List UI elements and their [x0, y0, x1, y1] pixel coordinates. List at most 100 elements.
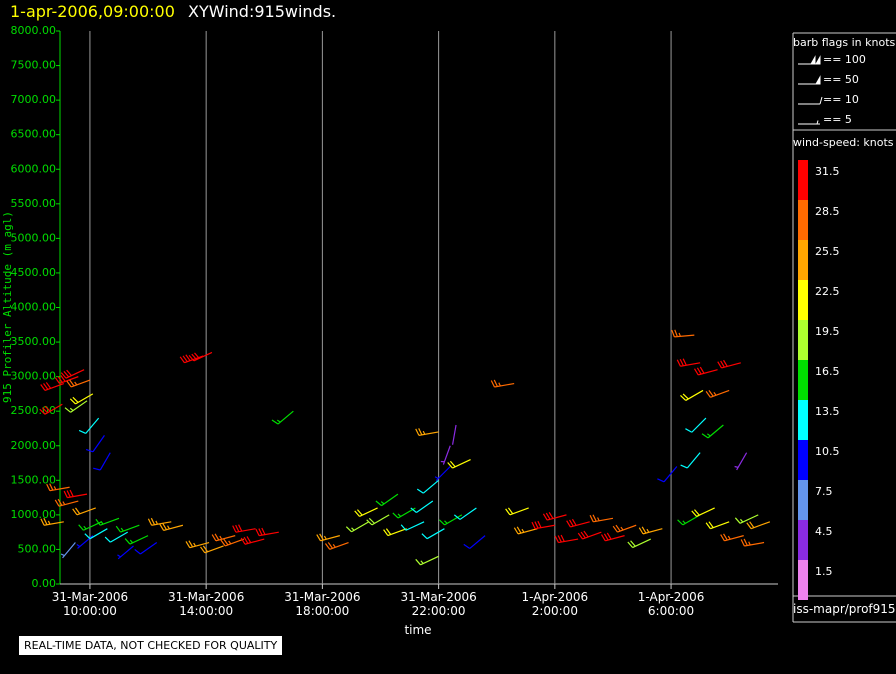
wind-barb [85, 435, 105, 453]
y-tick-label: 7000.00 [11, 93, 57, 106]
y-tick-label: 5000.00 [11, 231, 57, 244]
wind-barb [383, 528, 407, 537]
wind-barb [447, 459, 471, 469]
wind-barb [720, 533, 744, 542]
y-tick-label: 6500.00 [11, 128, 57, 141]
wind-barb [671, 329, 695, 338]
y-tick-label: 0.00 [32, 577, 57, 590]
notice: REAL-TIME DATA, NOT CHECKED FOR QUALITY [19, 636, 283, 655]
wind-barb [366, 514, 390, 526]
wind-barb [531, 520, 555, 530]
x-tick-label: 31-Mar-2006 10:00:00 [51, 590, 129, 618]
colorbar-swatch [798, 360, 808, 400]
x-tick-label: 1-Apr-2006 2:00:00 [521, 590, 589, 618]
wind-barb [232, 524, 256, 533]
colorbar-label: 22.5 [815, 285, 840, 298]
wind-barb [188, 351, 213, 362]
wind-barb [601, 532, 625, 542]
wind-barb [638, 526, 663, 535]
wind-barb [410, 500, 434, 514]
y-tick-label: 6000.00 [11, 162, 57, 175]
wind-barb [134, 542, 158, 555]
colorbar-swatch [798, 160, 808, 200]
colorbar-label: 19.5 [815, 325, 840, 338]
colorbar-title: wind-speed: knots [793, 136, 894, 149]
wind-barb [513, 526, 538, 535]
wind-barb [693, 366, 718, 376]
wind-barb [40, 382, 64, 391]
colorbar-label: 13.5 [815, 405, 840, 418]
wind-barb [434, 466, 451, 482]
y-axis-label: 915 Profiler Altitude (m agl) [1, 211, 14, 403]
wind-barb [627, 538, 651, 549]
wind-barb [78, 417, 100, 434]
wind-barb [54, 375, 79, 385]
wind-barb [69, 393, 94, 405]
wind-barb [117, 545, 134, 560]
wind-barb [375, 493, 399, 507]
colorbar-label: 1.5 [815, 565, 833, 578]
wind-barb [705, 389, 730, 398]
x-tick-label: 31-Mar-2006 22:00:00 [400, 590, 477, 618]
colorbar-swatch [798, 440, 808, 480]
legend-label: == 100 [823, 53, 866, 66]
wind-barb [54, 498, 79, 507]
wind-barb [64, 400, 88, 413]
legend-title: barb flags in knots [793, 36, 896, 49]
title: 1-apr-2006,09:00:00 [10, 2, 175, 21]
y-tick-label: 1500.00 [11, 473, 57, 486]
wind-barb [705, 521, 730, 530]
wind-barb [612, 524, 637, 533]
wind-barb [345, 521, 370, 533]
x-tick-label: 31-Mar-2006 14:00:00 [167, 590, 245, 618]
wind-barb [440, 445, 451, 465]
wind-barb [542, 511, 567, 521]
legend-barb [798, 96, 823, 105]
y-tick-label: 1000.00 [11, 508, 57, 521]
wind-barb [60, 542, 76, 559]
wind-barb [505, 507, 529, 516]
wind-barb [438, 514, 463, 526]
colorbar-swatch [798, 520, 808, 560]
y-tick-label: 7500.00 [11, 59, 57, 72]
wind-barb [566, 518, 590, 528]
wind-barb [691, 507, 715, 517]
wind-barb [685, 417, 707, 433]
wind-barb [554, 534, 579, 544]
wind-barb [40, 517, 64, 526]
colorbar-label: 4.5 [815, 525, 833, 538]
wind-barb [115, 524, 140, 533]
y-tick-label: 4500.00 [11, 266, 57, 279]
wind-barb [66, 379, 91, 388]
title-bar: 1-apr-2006,09:00:00 XYWind:915winds. [10, 2, 336, 21]
wind-barb [255, 527, 279, 537]
wind-barb [676, 358, 701, 367]
colorbar-label: 25.5 [815, 245, 840, 258]
colorbar-label: 31.5 [815, 165, 840, 178]
wind-barb [354, 507, 378, 517]
wind-barb [147, 517, 172, 526]
y-tick-label: 500.00 [18, 542, 57, 555]
source-label: iss-mapr/prof915h [793, 602, 896, 616]
wind-barb [84, 528, 108, 540]
wind-barb [400, 521, 425, 531]
wind-barb [589, 514, 614, 523]
wind-barb [159, 523, 184, 531]
wind-barb [72, 507, 96, 516]
legend-label: == 50 [823, 73, 859, 86]
colorbar-swatch [798, 320, 808, 360]
colorbar-label: 7.5 [815, 485, 833, 498]
legend-barb [798, 120, 820, 125]
wind-barb [93, 452, 111, 471]
legend-barb [798, 75, 821, 85]
wind-barb [39, 403, 63, 415]
wind-barb [734, 514, 759, 524]
y-tick-label: 8000.00 [11, 24, 57, 37]
colorbar-swatch [798, 240, 808, 280]
wind-barb [657, 466, 678, 483]
y-tick-label: 4000.00 [11, 301, 57, 314]
wind-barb [415, 555, 439, 566]
wind-barb [490, 379, 515, 388]
